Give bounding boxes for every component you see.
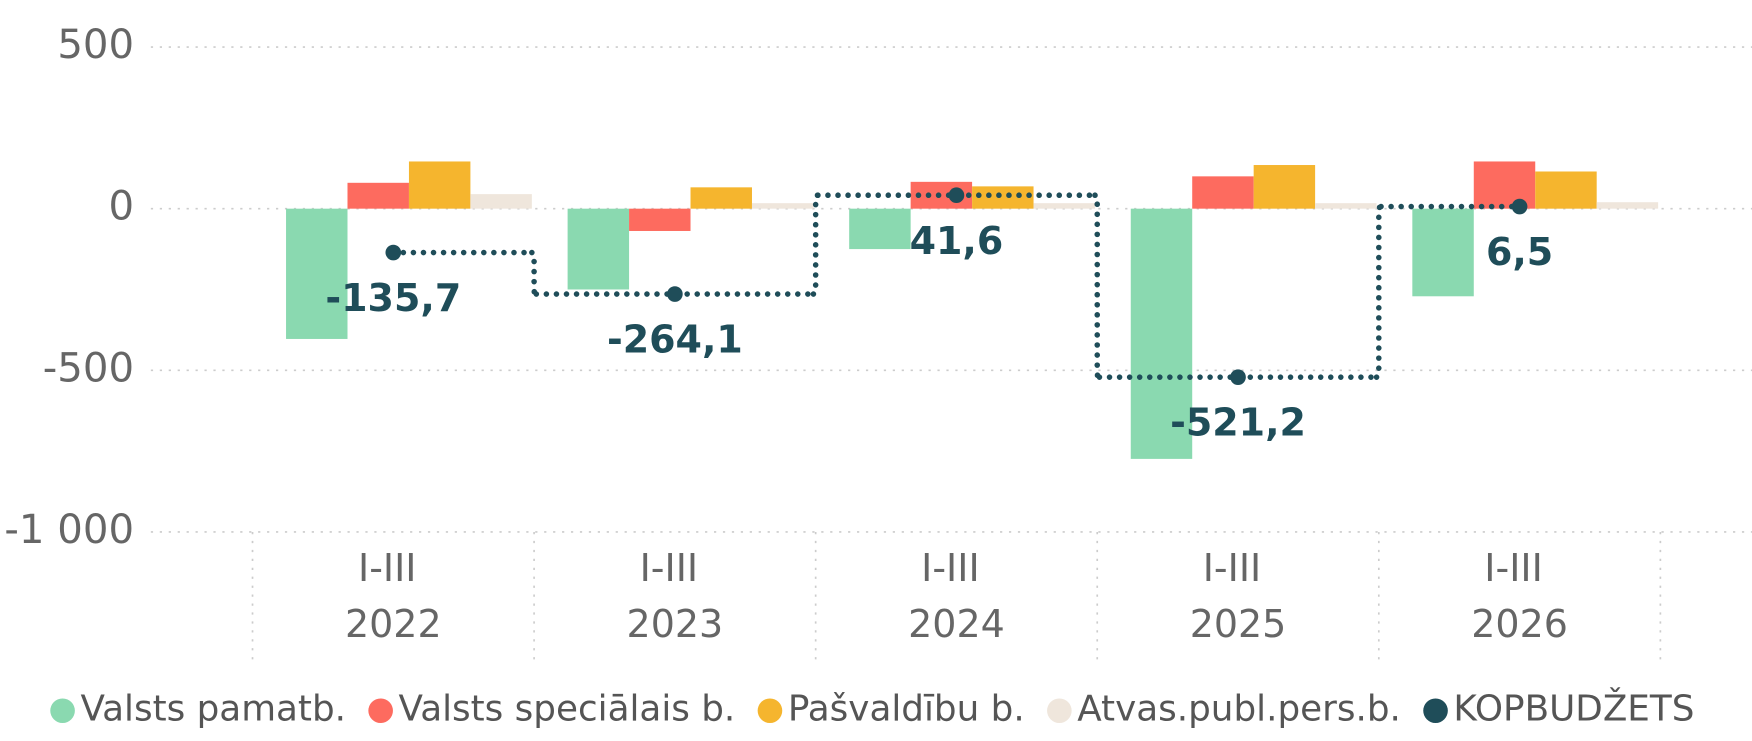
bar	[690, 187, 752, 209]
legend-label: Valsts speciālais b.	[399, 689, 736, 730]
x-tick-label: I-III 2024	[908, 545, 1005, 645]
bar	[629, 208, 691, 231]
data-label: 6,5	[1486, 230, 1553, 274]
step-point	[1230, 369, 1246, 385]
legend-marker	[1423, 698, 1448, 724]
legend-marker	[50, 698, 75, 724]
x-tick-label: I-III 2025	[1190, 545, 1287, 645]
step-point	[1511, 198, 1528, 215]
step-riser	[810, 192, 821, 297]
bar	[1130, 208, 1193, 459]
bar	[567, 208, 630, 290]
bar	[972, 186, 1034, 209]
data-label: -521,2	[1170, 401, 1306, 445]
legend-label: Valsts pamatb.	[80, 689, 346, 730]
bar	[1315, 203, 1377, 209]
bar	[1473, 161, 1536, 209]
y-tick-label: -500	[43, 345, 134, 391]
legend-marker	[1047, 698, 1072, 724]
data-label: 41,6	[910, 219, 1004, 263]
bar	[1412, 208, 1474, 297]
bar	[1033, 203, 1095, 209]
legend-marker	[368, 698, 393, 724]
y-tick-label: 0	[108, 184, 134, 230]
bar	[849, 208, 911, 250]
step-riser	[1373, 203, 1384, 380]
bar	[470, 194, 532, 209]
legend-marker	[757, 698, 783, 724]
bar	[751, 203, 814, 209]
legend-label: Atvas.publ.pers.b.	[1077, 689, 1401, 730]
step-point	[948, 187, 965, 204]
data-label: -264,1	[607, 318, 743, 362]
x-tick-label: I-III 2022	[345, 545, 442, 645]
y-tick-label: 500	[57, 22, 134, 68]
bar	[408, 161, 471, 209]
step-riser	[1092, 192, 1103, 380]
bar	[286, 208, 348, 339]
step-point	[385, 244, 402, 261]
data-label: -135,7	[325, 276, 461, 320]
bar	[1535, 171, 1597, 209]
y-tick-label: -1 000	[4, 507, 134, 553]
bar	[1253, 165, 1316, 209]
x-tick-label: I-III 2026	[1471, 545, 1568, 645]
step-point	[667, 286, 683, 302]
x-tick-label: I-III 2023	[627, 545, 724, 645]
step-riser	[529, 249, 540, 297]
bar	[1192, 176, 1254, 209]
legend-label: Pašvaldību b.	[788, 689, 1025, 730]
bar	[1596, 202, 1659, 209]
bar	[347, 182, 409, 209]
legend-label: KOPBUDŽETS	[1453, 688, 1694, 730]
